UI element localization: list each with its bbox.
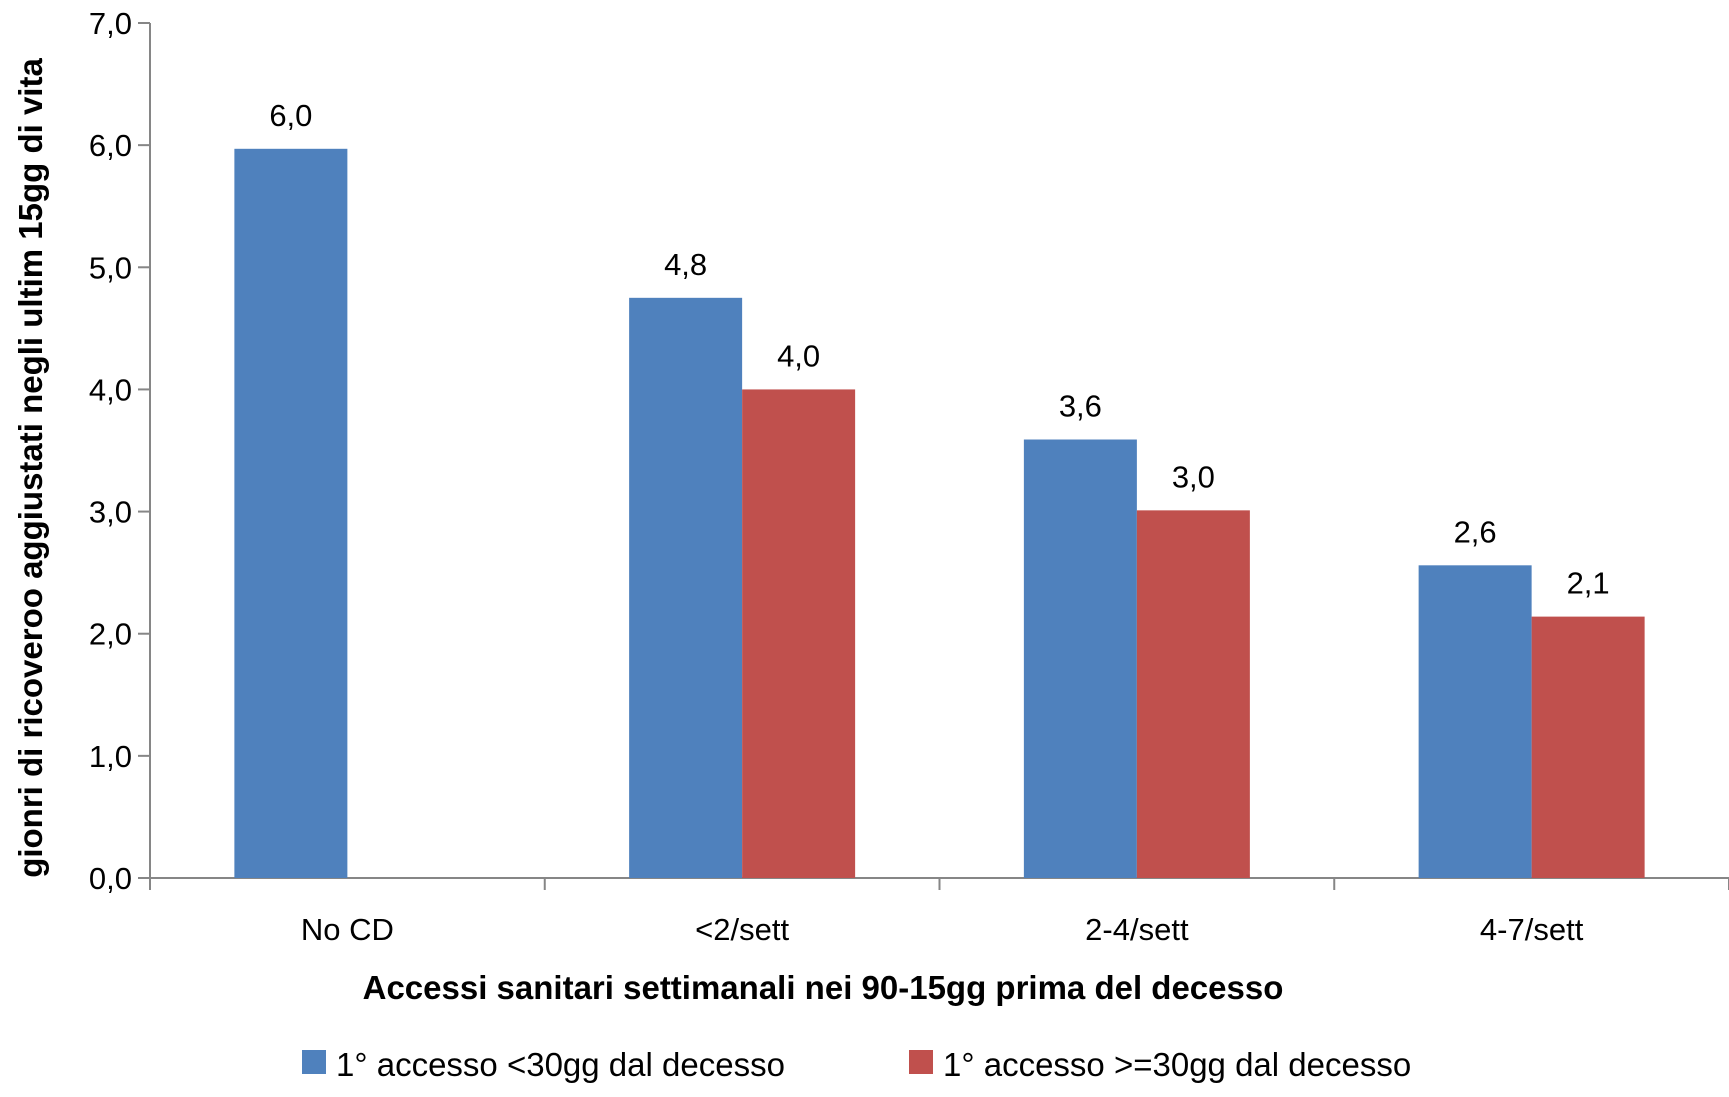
- y-tick-label: 5,0: [89, 250, 132, 285]
- chart-legend: 1° accesso <30gg dal decesso 1° accesso >…: [302, 1046, 1411, 1083]
- legend-label: 1° accesso <30gg dal decesso: [336, 1046, 785, 1083]
- bar-series1: [1418, 565, 1532, 878]
- y-tick-label: 2,0: [89, 617, 132, 652]
- bar-series1: [1023, 439, 1137, 878]
- data-label: 3,0: [1172, 459, 1215, 494]
- y-tick-label: 6,0: [89, 128, 132, 163]
- data-label: 3,6: [1059, 389, 1102, 424]
- data-label: 2,1: [1567, 566, 1610, 601]
- data-label: 4,8: [664, 247, 707, 282]
- bar-series2: [742, 389, 856, 878]
- y-axis-title: gionri di ricoveroo aggiustati negli ult…: [12, 58, 49, 878]
- data-label: 4,0: [777, 338, 820, 373]
- x-category-label: 2-4/sett: [1085, 912, 1189, 947]
- y-tick-label: 0,0: [89, 861, 132, 896]
- legend-swatch-series1: [302, 1050, 326, 1074]
- chart-axes: 0,0 1,0 2,0 3,0 4,0 5,0 6,0 7,0 No CD <2/sett 2-4/…: [89, 6, 1729, 947]
- chart-labels: 6,0 4,8 3,6 2,6 4,0 3,0 2,1: [269, 98, 1609, 601]
- x-category-label: <2/sett: [695, 912, 789, 947]
- bar-series1: [234, 148, 348, 879]
- y-tick-label: 1,0: [89, 739, 132, 774]
- x-category-label: 4-7/sett: [1480, 912, 1584, 947]
- y-tick-label: 7,0: [89, 6, 132, 41]
- data-label: 2,6: [1454, 514, 1497, 549]
- bar-series2: [1136, 510, 1250, 878]
- y-tick-label: 4,0: [89, 372, 132, 407]
- legend-swatch-series2: [909, 1050, 933, 1074]
- bar-series1: [629, 297, 743, 879]
- legend-label: 1° accesso >=30gg dal decesso: [943, 1046, 1411, 1083]
- bar-series2: [1531, 616, 1645, 878]
- x-category-label: No CD: [301, 912, 394, 947]
- x-axis-title: Accessi sanitari settimanali nei 90-15gg…: [363, 969, 1284, 1006]
- chart-bars: [234, 148, 1645, 879]
- data-label: 6,0: [269, 98, 312, 133]
- y-tick-label: 3,0: [89, 495, 132, 530]
